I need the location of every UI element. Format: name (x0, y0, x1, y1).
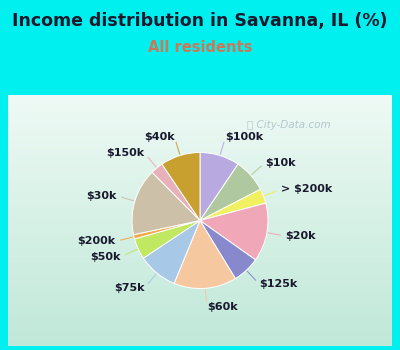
Text: $60k: $60k (207, 302, 238, 312)
Text: > $200k: > $200k (281, 184, 332, 194)
Wedge shape (152, 164, 200, 220)
Text: Income distribution in Savanna, IL (%): Income distribution in Savanna, IL (%) (12, 12, 388, 30)
Wedge shape (200, 189, 266, 220)
Wedge shape (143, 220, 200, 284)
Wedge shape (134, 220, 200, 239)
Text: $125k: $125k (259, 279, 298, 289)
Text: $40k: $40k (144, 132, 174, 142)
Wedge shape (200, 153, 238, 220)
Text: $100k: $100k (226, 132, 264, 142)
Wedge shape (200, 220, 256, 279)
Text: $20k: $20k (286, 231, 316, 241)
Wedge shape (162, 153, 200, 220)
Text: $200k: $200k (77, 236, 116, 246)
Wedge shape (132, 172, 200, 235)
Text: $50k: $50k (90, 252, 121, 262)
Text: All residents: All residents (148, 40, 252, 55)
Text: $75k: $75k (114, 283, 145, 293)
Wedge shape (200, 203, 268, 260)
Wedge shape (134, 220, 200, 258)
Text: $150k: $150k (107, 148, 145, 158)
Text: ⓘ City-Data.com: ⓘ City-Data.com (246, 120, 330, 130)
Text: $30k: $30k (86, 191, 116, 201)
Wedge shape (174, 220, 235, 288)
Text: $10k: $10k (265, 158, 296, 168)
Wedge shape (200, 164, 260, 220)
